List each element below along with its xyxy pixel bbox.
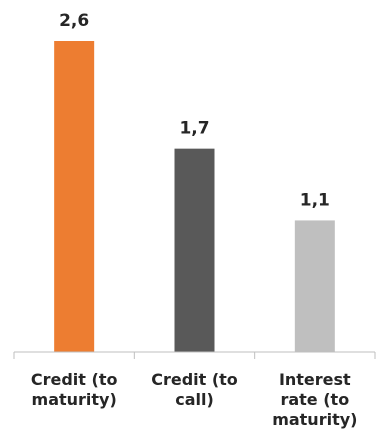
bar-1 bbox=[54, 41, 95, 352]
category-label-1: Credit (to maturity) bbox=[31, 370, 118, 409]
data-label-1: 2,6 bbox=[59, 11, 89, 31]
labels-layer: 2,6 Credit (to maturity) 1,7 Credit (to call)… bbox=[31, 11, 358, 429]
x-axis bbox=[13, 351, 376, 359]
bars-layer bbox=[54, 41, 335, 352]
data-label-3: 1,1 bbox=[300, 190, 330, 210]
bar-3 bbox=[294, 220, 335, 352]
category-label-2: Credit (to call) bbox=[151, 370, 238, 409]
bar-2 bbox=[174, 148, 215, 352]
data-label-2: 1,7 bbox=[179, 119, 209, 139]
category-label-3: Interest rate (to maturity) bbox=[272, 370, 357, 429]
